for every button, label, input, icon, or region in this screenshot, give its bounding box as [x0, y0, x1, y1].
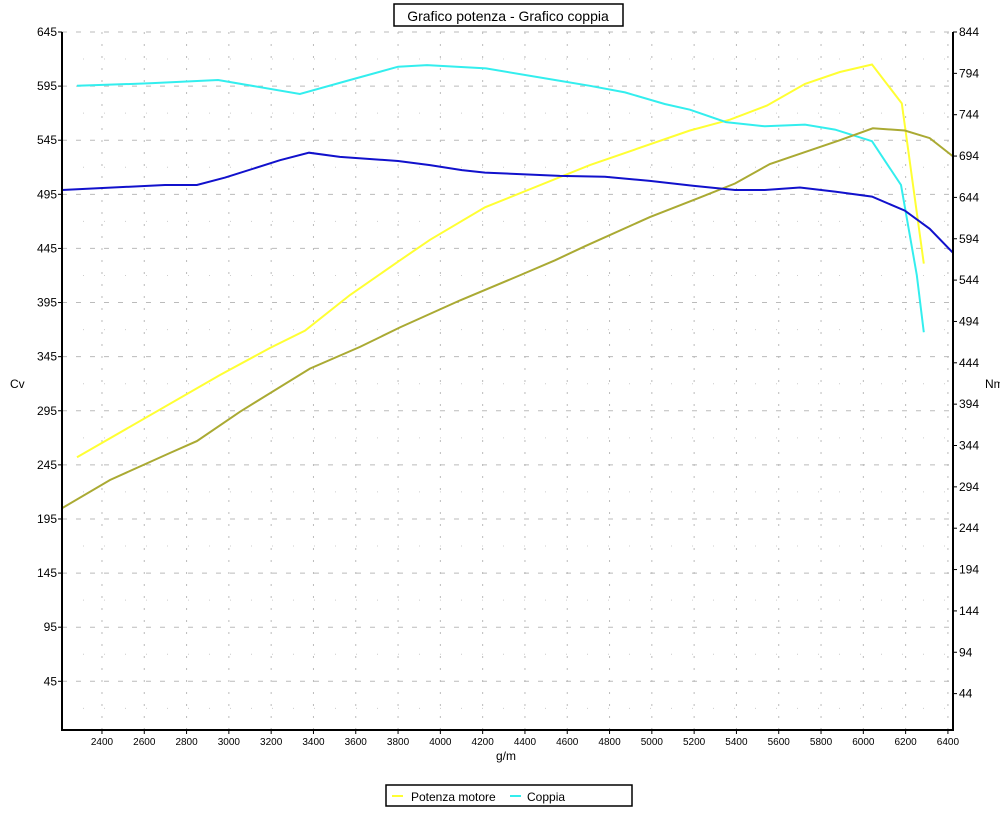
x-tick-label: 5800: [810, 737, 833, 748]
y-right-tick-label: 44: [959, 687, 973, 701]
y-right-tick-label: 244: [959, 521, 979, 535]
y-left-tick-label: 645: [37, 25, 57, 39]
legend-label-power: Potenza motore: [411, 790, 496, 804]
y-right-tick-label: 744: [959, 108, 979, 122]
y-left-tick-label: 95: [44, 620, 58, 634]
y-right-tick-label: 844: [959, 25, 979, 39]
series-line-1: [76, 63, 925, 459]
y-right-tick-label: 394: [959, 397, 979, 411]
y-left-tick-label: 445: [37, 241, 57, 255]
y-left-tick-label: 195: [37, 512, 57, 526]
y-right-tick-label: 694: [959, 149, 979, 163]
y-right-tick-label: 644: [959, 190, 979, 204]
y-axis-right-label: Nm: [985, 377, 1000, 391]
y-right-tick-label: 144: [959, 604, 979, 618]
series-line-4: [61, 151, 954, 254]
axes: [61, 32, 954, 731]
y-right-tick-label: 94: [959, 645, 973, 659]
tick-labels: 2400 2600 2800 3000 3200 3400 3600 3800 4000 4200…: [37, 25, 979, 748]
x-tick-label: 3800: [387, 737, 410, 748]
series-line-2: [76, 64, 925, 333]
x-tick-label: 5400: [725, 737, 748, 748]
x-tick-label: 4400: [514, 737, 537, 748]
y-right-tick-label: 444: [959, 356, 979, 370]
y-left-tick-label: 495: [37, 187, 57, 201]
y-left-tick-label: 395: [37, 296, 57, 310]
y-axis-left-label: Cv: [10, 377, 25, 391]
x-tick-label: 4800: [598, 737, 621, 748]
x-tick-label: 3200: [260, 737, 283, 748]
y-left-tick-label: 295: [37, 404, 57, 418]
y-right-tick-label: 494: [959, 314, 979, 328]
y-left-tick-label: 595: [37, 79, 57, 93]
series-line-3: [61, 127, 954, 510]
x-tick-label: 2800: [175, 737, 198, 748]
chart-title: Grafico potenza - Grafico coppia: [393, 3, 624, 27]
y-left-tick-label: 345: [37, 350, 57, 364]
x-axis-label: g/m: [496, 749, 516, 763]
y-right-tick-label: 594: [959, 232, 979, 246]
y-right-tick-label: 294: [959, 480, 979, 494]
x-tick-label: 5200: [683, 737, 706, 748]
legend-label-torque: Coppia: [527, 790, 565, 804]
y-left-tick-label: 245: [37, 458, 57, 472]
y-right-tick-label: 344: [959, 439, 979, 453]
legend: Potenza motore Coppia: [385, 784, 633, 807]
x-tick-label: 4600: [556, 737, 579, 748]
x-tick-label: 2600: [133, 737, 156, 748]
title-text: Grafico potenza - Grafico coppia: [407, 8, 609, 24]
x-tick-label: 4000: [429, 737, 452, 748]
x-tick-label: 6400: [937, 737, 960, 748]
series-lines: [61, 63, 954, 510]
x-tick-label: 3400: [302, 737, 325, 748]
x-tick-label: 3000: [218, 737, 241, 748]
y-left-tick-label: 545: [37, 133, 57, 147]
x-tick-label: 6000: [852, 737, 875, 748]
y-right-tick-label: 194: [959, 563, 979, 577]
x-tick-label: 5000: [641, 737, 664, 748]
y-left-tick-label: 45: [44, 674, 58, 688]
grid: [62, 31, 953, 730]
x-tick-label: 4200: [472, 737, 495, 748]
x-tick-label: 2400: [91, 737, 114, 748]
legend-box: [385, 784, 633, 807]
x-tick-label: 5600: [768, 737, 791, 748]
y-right-tick-label: 794: [959, 66, 979, 80]
x-tick-label: 3600: [345, 737, 368, 748]
x-tick-label: 6200: [895, 737, 918, 748]
y-left-tick-label: 145: [37, 566, 57, 580]
y-right-tick-label: 544: [959, 273, 979, 287]
title-box: [393, 3, 624, 27]
